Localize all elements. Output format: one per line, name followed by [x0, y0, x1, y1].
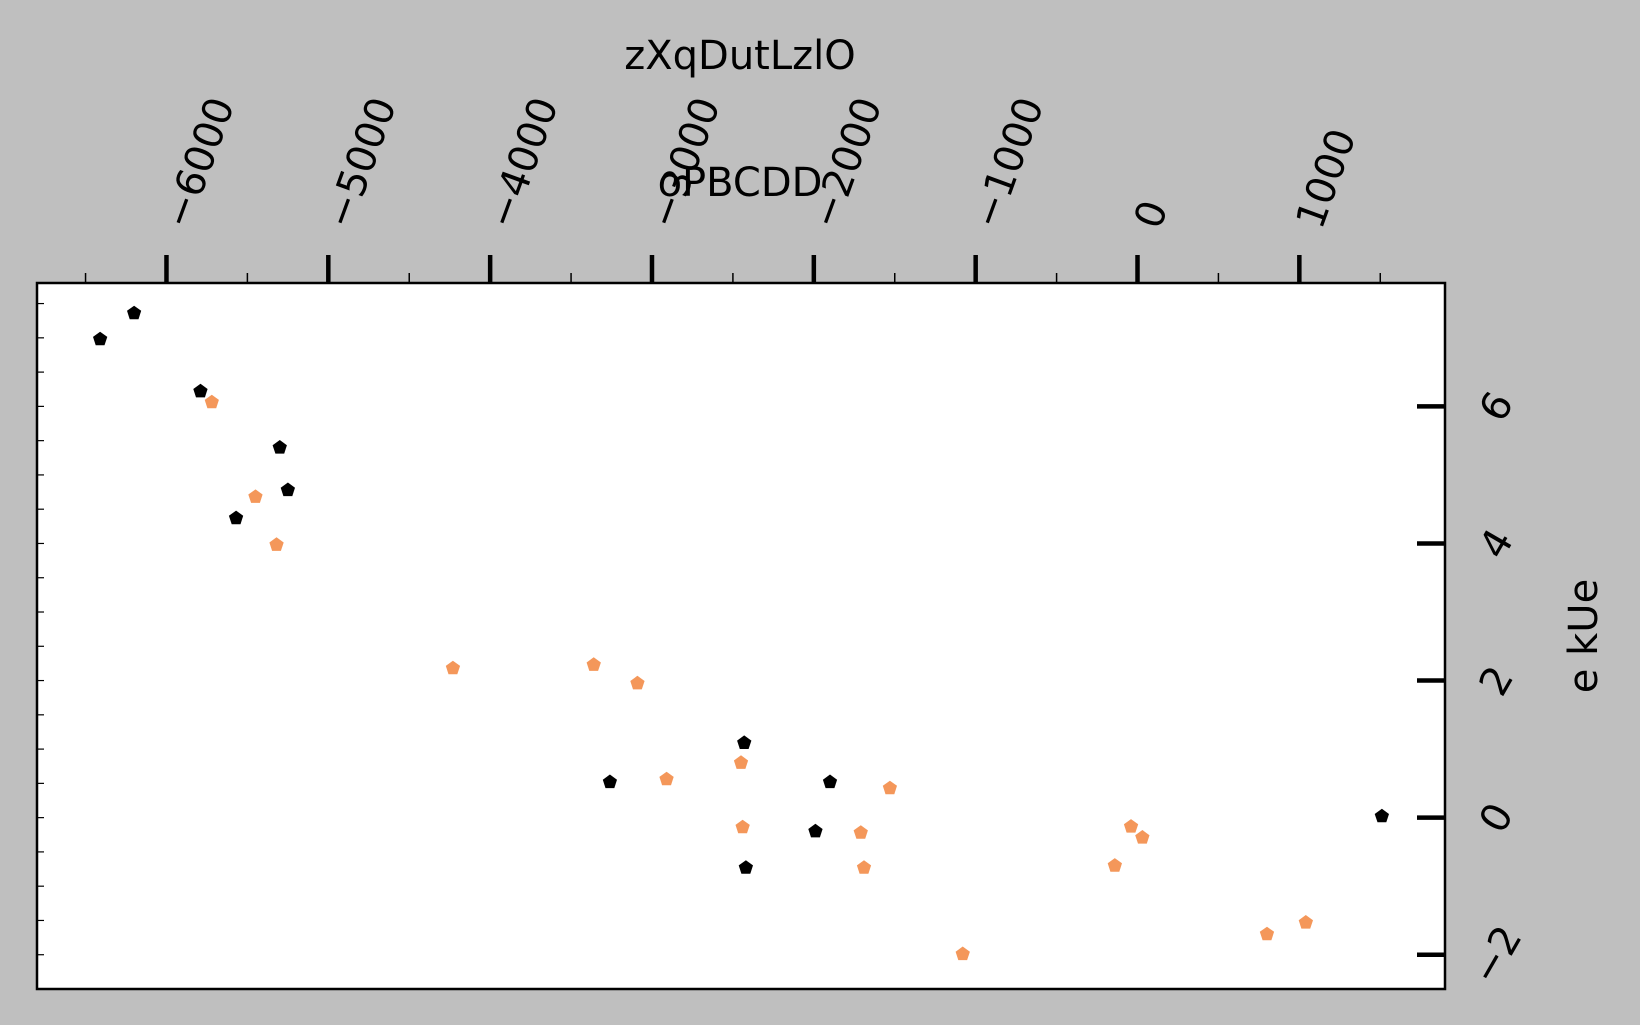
- data-point-series-1: [193, 383, 208, 398]
- data-point-series-2: [735, 819, 750, 834]
- data-point-series-1: [93, 331, 108, 346]
- data-point-series-2: [882, 780, 897, 795]
- x-tick-label: 0: [1126, 195, 1178, 235]
- data-point-series-2: [1298, 915, 1313, 929]
- data-point-series-1: [737, 735, 752, 749]
- y-tick-label: 6: [1471, 384, 1524, 429]
- chart-title: oPBCDD: [658, 160, 823, 206]
- data-point-series-1: [1374, 808, 1389, 823]
- data-point-series-1: [822, 774, 838, 789]
- plot-area: [35, 281, 1447, 991]
- data-point-series-2: [856, 860, 872, 874]
- data-point-series-2: [445, 660, 461, 675]
- data-point-series-2: [1135, 830, 1150, 844]
- data-point-series-1: [228, 510, 244, 525]
- x-tick-label: −1000: [964, 92, 1054, 235]
- y-tick-label: 4: [1471, 521, 1524, 566]
- y-tick-label: −2: [1462, 918, 1531, 992]
- data-point-series-2: [586, 657, 601, 671]
- data-point-series-2: [269, 537, 284, 551]
- data-point-series-1: [602, 774, 617, 789]
- data-point-series-1: [280, 482, 295, 497]
- data-point-series-2: [1107, 858, 1122, 872]
- y-tick-label: 0: [1471, 796, 1524, 841]
- data-point-series-2: [853, 825, 868, 839]
- data-point-series-2: [955, 946, 970, 961]
- data-point-series-1: [127, 305, 142, 320]
- y-tick-label: 2: [1471, 659, 1524, 704]
- data-point-series-2: [733, 755, 749, 769]
- x-tick-label: 1000: [1288, 123, 1366, 234]
- data-point-series-2: [1259, 926, 1275, 941]
- y-axis-label: e kUe: [1561, 579, 1607, 693]
- data-point-series-1: [738, 860, 753, 874]
- data-point-series-2: [248, 489, 263, 503]
- data-point-series-2: [1123, 819, 1139, 833]
- data-point-series-2: [659, 771, 674, 786]
- x-axis-label: zXqDutLzlO: [624, 33, 856, 79]
- x-tick-label: −4000: [478, 92, 568, 235]
- data-point-series-1: [272, 440, 287, 454]
- x-tick-label: −6000: [155, 92, 245, 235]
- data-point-series-2: [204, 394, 219, 409]
- data-point-series-2: [630, 675, 645, 690]
- x-tick-label: −5000: [316, 92, 406, 235]
- data-markers: [93, 305, 1389, 961]
- data-point-series-1: [808, 823, 823, 838]
